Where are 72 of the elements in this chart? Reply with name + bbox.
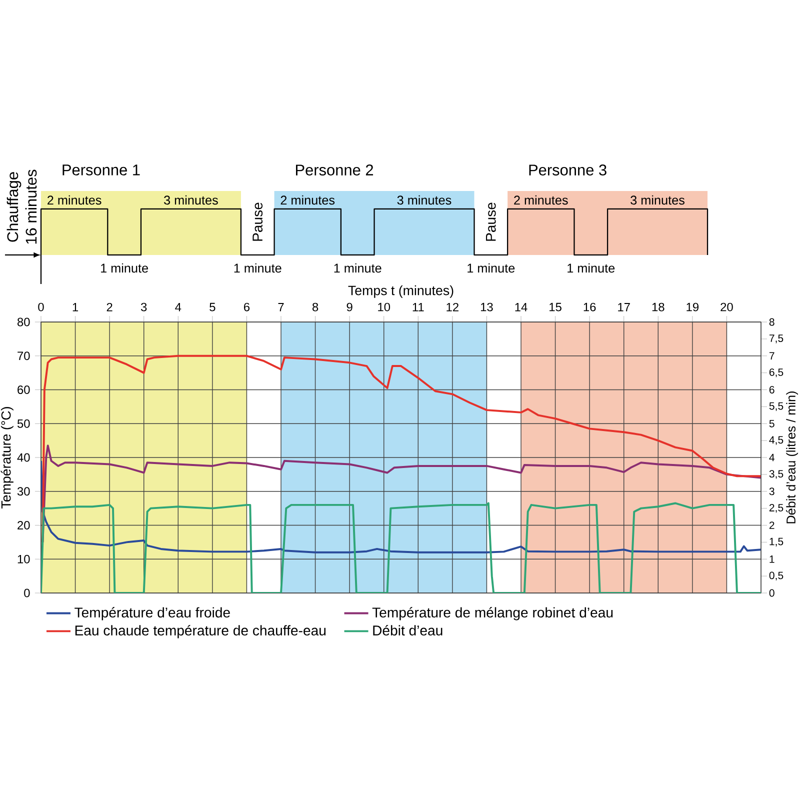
text: 2 minutes <box>514 195 568 205</box>
y-axis-title: Température (°C) <box>0 407 14 508</box>
text: 1 minute <box>101 263 148 273</box>
y2-tick-label: 4,5 <box>769 436 784 445</box>
text: 2 minutes <box>48 195 102 205</box>
y2-tick-label: 5 <box>769 420 774 428</box>
x-tick-label: 19 <box>686 302 699 312</box>
text: 3 minutes <box>397 195 452 205</box>
x-tick-label: 3 <box>140 302 147 312</box>
text: 1 minute <box>234 263 282 273</box>
text: Personne 3 <box>529 164 606 176</box>
x-tick-label: 11 <box>412 303 424 312</box>
y-tick-label: 60 <box>18 386 30 394</box>
legend-label: Eau chaude température de chauffe-eau <box>75 625 326 638</box>
legend-label: Température d’eau froide <box>74 607 230 620</box>
text: Pause <box>252 202 263 241</box>
x-tick-label: 13 <box>480 302 493 312</box>
x-tick-label: 15 <box>550 302 562 312</box>
text: 1 minute <box>334 263 382 273</box>
y2-tick-label: 0,5 <box>769 572 784 580</box>
x-tick-label: 9 <box>346 302 352 312</box>
text: 3 minutes <box>630 195 684 205</box>
y2-tick-label: 6 <box>769 386 774 394</box>
text: Personne 1 <box>62 164 140 176</box>
x-tick-label: 7 <box>278 303 284 312</box>
x-axis-title: Temps t (minutes) <box>348 285 454 298</box>
x-tick-label: 4 <box>175 303 182 312</box>
y2-tick-label: 7,5 <box>769 334 784 344</box>
x-tick-label: 10 <box>378 302 390 312</box>
text: 1 minute <box>468 263 515 273</box>
x-tick-label: 8 <box>312 302 318 312</box>
y2-tick-label: 1,5 <box>770 538 784 546</box>
y2-tick-label: 1 <box>770 556 774 563</box>
x-tick-label: 18 <box>652 302 664 312</box>
y-tick-label: 10 <box>18 554 30 564</box>
y2-tick-label: 4 <box>769 454 774 462</box>
y2-tick-label: 0 <box>769 589 774 597</box>
text: 16 minutes <box>25 170 37 244</box>
x-tick-label: 20 <box>720 302 733 312</box>
y2-tick-label: 3,5 <box>769 470 784 479</box>
x-tick-label: 16 <box>584 302 596 312</box>
text: 3 minutes <box>164 195 218 205</box>
y2-tick-label: 2,5 <box>769 504 784 513</box>
text: Pause <box>486 202 496 241</box>
text: 1 minute <box>568 263 615 273</box>
text: 2 minutes <box>280 195 335 205</box>
y2-tick-label: 5,5 <box>769 402 784 411</box>
y-tick-label: 40 <box>17 453 30 462</box>
y-tick-label: 50 <box>17 419 30 428</box>
y2-tick-label: 2 <box>769 522 774 529</box>
text: Personne 2 <box>296 164 374 176</box>
x-tick-label: 17 <box>618 303 630 312</box>
y2-tick-label: 8 <box>769 318 774 326</box>
y2-axis-title: Débit d’eau (litres / min) <box>786 392 798 524</box>
y-tick-label: 0 <box>24 588 30 598</box>
y-tick-label: 30 <box>17 487 30 496</box>
y2-tick-label: 3 <box>769 488 774 496</box>
y2-tick-label: 6,5 <box>769 368 784 378</box>
x-tick-label: 12 <box>446 302 458 312</box>
x-tick-label: 5 <box>210 302 216 312</box>
x-tick-label: 6 <box>244 302 250 312</box>
x-tick-label: 14 <box>515 303 528 312</box>
x-tick-label: 0 <box>38 302 44 312</box>
y2-tick-label: 7 <box>769 352 774 360</box>
x-tick-label: 2 <box>106 302 112 312</box>
y-tick-label: 20 <box>18 521 30 530</box>
legend-label: Débit d’eau <box>373 625 442 636</box>
legend-label: Température de mélange robinet d’eau <box>372 607 613 620</box>
y-tick-label: 80 <box>18 318 30 326</box>
y-tick-label: 70 <box>18 352 30 360</box>
text: Chauffage <box>6 172 22 242</box>
x-tick-label: 1 <box>72 303 78 312</box>
